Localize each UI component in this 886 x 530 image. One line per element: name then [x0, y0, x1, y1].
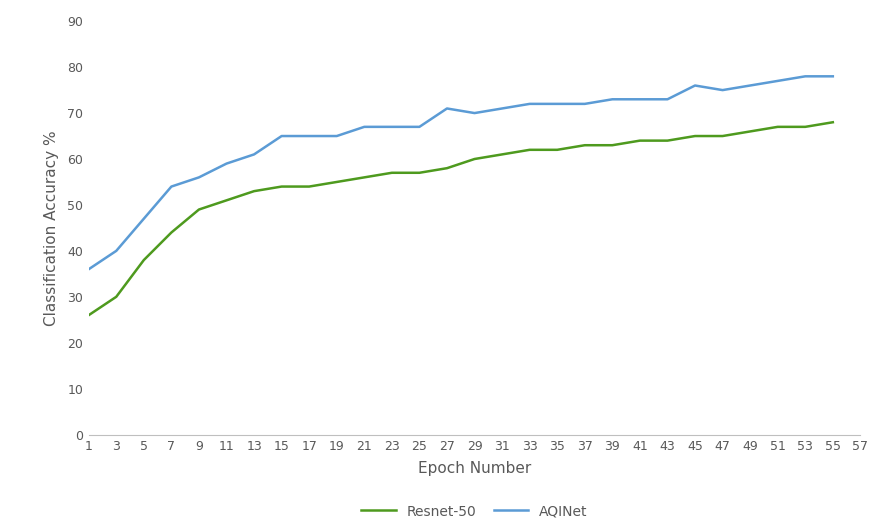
Resnet-50 — [469, 156, 479, 162]
Resnet-50 — [221, 197, 231, 204]
AQINet — [166, 183, 176, 190]
AQINet — [83, 266, 94, 272]
Resnet-50 — [799, 123, 810, 130]
AQINet — [689, 82, 700, 89]
AQINet — [441, 105, 452, 112]
AQINet — [111, 248, 121, 254]
Line: AQINet: AQINet — [89, 76, 832, 269]
Resnet-50 — [524, 147, 534, 153]
AQINet — [276, 133, 287, 139]
AQINet — [331, 133, 342, 139]
AQINet — [138, 216, 149, 222]
Resnet-50 — [166, 229, 176, 236]
AQINet — [717, 87, 727, 93]
AQINet — [661, 96, 672, 102]
AQINet — [304, 133, 315, 139]
Resnet-50 — [744, 128, 755, 135]
Legend: Resnet-50, AQINet: Resnet-50, AQINet — [361, 505, 587, 518]
Resnet-50 — [441, 165, 452, 171]
Resnet-50 — [772, 123, 782, 130]
AQINet — [414, 123, 424, 130]
AQINet — [524, 101, 534, 107]
Resnet-50 — [248, 188, 259, 195]
AQINet — [359, 123, 369, 130]
Resnet-50 — [414, 170, 424, 176]
Resnet-50 — [689, 133, 700, 139]
Resnet-50 — [606, 142, 617, 148]
Resnet-50 — [496, 151, 507, 157]
AQINet — [744, 82, 755, 89]
Resnet-50 — [827, 119, 837, 126]
Y-axis label: Classification Accuracy %: Classification Accuracy % — [43, 130, 58, 326]
Resnet-50 — [111, 294, 121, 300]
AQINet — [579, 101, 589, 107]
Resnet-50 — [717, 133, 727, 139]
AQINet — [606, 96, 617, 102]
AQINet — [248, 151, 259, 157]
Resnet-50 — [386, 170, 397, 176]
Resnet-50 — [331, 179, 342, 185]
Line: Resnet-50: Resnet-50 — [89, 122, 832, 315]
AQINet — [496, 105, 507, 112]
Resnet-50 — [304, 183, 315, 190]
Resnet-50 — [83, 312, 94, 319]
AQINet — [633, 96, 644, 102]
AQINet — [221, 161, 231, 167]
AQINet — [469, 110, 479, 116]
Resnet-50 — [276, 183, 287, 190]
AQINet — [386, 123, 397, 130]
Resnet-50 — [579, 142, 589, 148]
Resnet-50 — [193, 206, 204, 213]
AQINet — [551, 101, 562, 107]
Resnet-50 — [551, 147, 562, 153]
Resnet-50 — [138, 257, 149, 263]
Resnet-50 — [359, 174, 369, 181]
Resnet-50 — [633, 137, 644, 144]
AQINet — [193, 174, 204, 181]
AQINet — [799, 73, 810, 79]
AQINet — [827, 73, 837, 79]
X-axis label: Epoch Number: Epoch Number — [417, 462, 531, 476]
Resnet-50 — [661, 137, 672, 144]
AQINet — [772, 78, 782, 84]
